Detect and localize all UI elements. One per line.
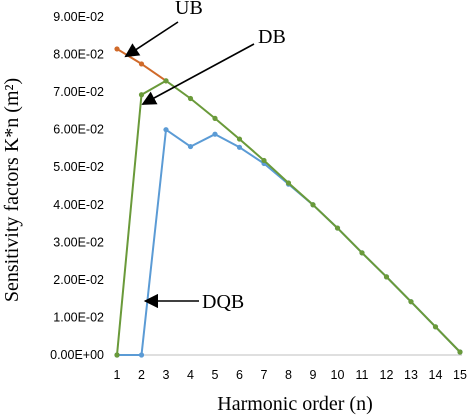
y-tick-label: 2.00E-02	[53, 273, 104, 287]
annotation-dqb: DQB	[202, 291, 244, 313]
x-tick-label: 13	[404, 368, 418, 382]
x-tick-label: 12	[380, 368, 394, 382]
x-tick-label: 4	[187, 368, 194, 382]
data-point-ub	[138, 61, 145, 67]
data-point-db	[212, 115, 218, 121]
series-layer	[114, 46, 463, 358]
data-point-db	[187, 95, 194, 102]
x-tick-label: 14	[429, 368, 443, 382]
x-tick-label: 8	[285, 368, 292, 382]
y-tick-label: 6.00E-02	[53, 123, 104, 137]
data-point-db	[138, 92, 145, 98]
arrow-ub	[124, 21, 179, 58]
series-db	[114, 78, 463, 358]
data-point-db	[334, 225, 341, 231]
annotation-ub: UB	[175, 0, 203, 19]
series-ub	[114, 46, 169, 84]
annotations: UB DB DQB	[124, 0, 286, 313]
data-point-dqb	[212, 131, 218, 137]
y-tick-label: 5.00E-02	[53, 160, 104, 174]
x-axis-title: Harmonic order (n)	[217, 393, 373, 415]
data-point-db	[163, 78, 169, 84]
data-point-db	[310, 202, 316, 208]
x-tick-label: 9	[310, 368, 317, 382]
x-tick-label: 11	[356, 368, 369, 382]
x-tick-labels: 1 2 3 4 5 6 7 8 9 10 11 12 13 14 15	[114, 368, 467, 382]
data-point-db	[457, 349, 463, 355]
y-tick-label: 3.00E-02	[53, 235, 104, 249]
data-point-db	[432, 324, 439, 330]
data-point-db	[408, 299, 414, 305]
series-dqb	[114, 127, 463, 358]
y-tick-labels: 0.00E+00 1.00E-02 2.00E-02 3.00E-02 4.00E-02…	[50, 10, 104, 362]
x-tick-label: 7	[261, 368, 268, 382]
data-point-db	[261, 157, 267, 164]
data-point-dqb	[236, 144, 243, 150]
data-point-db	[114, 352, 120, 358]
x-tick-label: 5	[212, 368, 219, 382]
y-tick-label: 7.00E-02	[53, 85, 104, 99]
y-axis-title-group: Sensitivity factors K*n (m²)	[1, 78, 23, 302]
data-point-db	[285, 180, 292, 186]
series-line-dqb	[117, 128, 461, 356]
series-line-db	[116, 79, 461, 356]
y-tick-label: 4.00E-02	[53, 198, 104, 212]
x-tick-label: 3	[163, 368, 170, 382]
x-tick-label: 6	[236, 368, 243, 382]
data-point-dqb	[163, 127, 169, 133]
y-tick-label: 9.00E-02	[53, 10, 104, 24]
data-point-dqb	[138, 352, 145, 358]
y-tick-label: 8.00E-02	[53, 48, 104, 62]
x-tick-label: 2	[138, 368, 145, 382]
data-point-db	[359, 250, 365, 256]
data-point-ub	[114, 46, 120, 52]
arrow-db	[141, 43, 255, 105]
data-point-db	[236, 136, 243, 142]
data-point-db	[383, 274, 390, 280]
y-axis-title: Sensitivity factors K*n (m²)	[1, 78, 23, 302]
data-point-dqb	[187, 143, 194, 150]
x-tick-label: 1	[114, 368, 121, 382]
annotation-db: DB	[258, 26, 286, 48]
y-tick-label: 0.00E+00	[50, 348, 104, 362]
x-tick-label: 10	[331, 368, 345, 382]
y-tick-label: 1.00E-02	[53, 310, 104, 324]
x-tick-label: 15	[453, 368, 467, 382]
